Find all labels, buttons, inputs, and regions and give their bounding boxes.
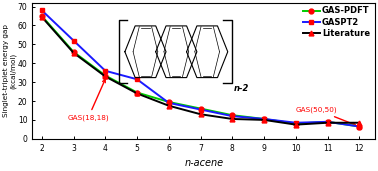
GASPT2 <box>294 122 298 124</box>
Line: GAS-PDFT: GAS-PDFT <box>39 14 362 129</box>
Literature <box>230 118 235 120</box>
GASPT2 <box>198 108 203 110</box>
Literature <box>294 124 298 126</box>
GASPT2 <box>71 40 76 42</box>
GAS-PDFT <box>167 101 171 103</box>
Text: GAS(18,18): GAS(18,18) <box>67 80 109 121</box>
Literature <box>135 93 139 95</box>
GAS-PDFT <box>71 51 76 53</box>
GAS-PDFT <box>262 118 266 120</box>
GASPT2 <box>40 9 44 11</box>
Literature <box>262 119 266 121</box>
Legend: GAS-PDFT, GASPT2, Literature: GAS-PDFT, GASPT2, Literature <box>302 6 371 38</box>
GASPT2 <box>262 118 266 120</box>
GASPT2 <box>325 121 330 123</box>
GASPT2 <box>357 126 362 128</box>
Text: GAS(50,50): GAS(50,50) <box>296 106 355 125</box>
GAS-PDFT <box>40 15 44 17</box>
GAS-PDFT <box>198 108 203 110</box>
GAS-PDFT <box>230 114 235 116</box>
Literature <box>357 122 362 124</box>
Line: GASPT2: GASPT2 <box>39 8 362 129</box>
GAS-PDFT <box>357 126 362 128</box>
GASPT2 <box>230 115 235 117</box>
Literature <box>198 113 203 115</box>
Literature <box>167 105 171 107</box>
GAS-PDFT <box>294 123 298 125</box>
GASPT2 <box>103 70 108 72</box>
Literature <box>103 75 108 77</box>
GAS-PDFT <box>135 91 139 94</box>
GASPT2 <box>167 102 171 104</box>
Literature <box>40 16 44 18</box>
Text: n-2: n-2 <box>234 84 249 93</box>
Y-axis label: Singlet-triplet energy gap
(kcal/mol): Singlet-triplet energy gap (kcal/mol) <box>3 24 16 117</box>
Literature <box>325 122 330 124</box>
X-axis label: n-acene: n-acene <box>184 158 223 168</box>
GAS-PDFT <box>103 75 108 77</box>
GASPT2 <box>135 78 139 80</box>
Line: Literature: Literature <box>39 15 362 127</box>
GAS-PDFT <box>325 121 330 123</box>
Literature <box>71 52 76 54</box>
